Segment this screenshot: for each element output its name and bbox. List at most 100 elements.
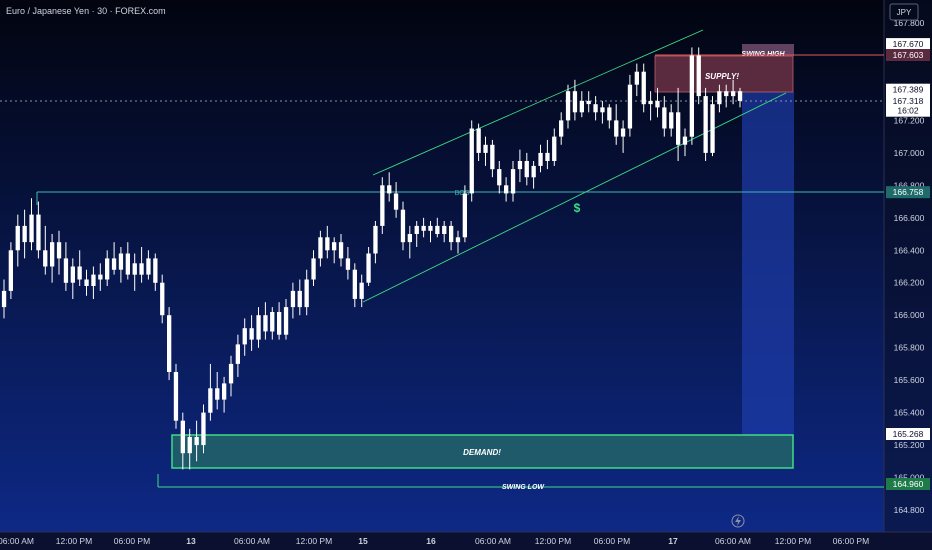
candle	[91, 266, 96, 299]
candle	[620, 120, 626, 153]
price-label-plain: 167.670	[886, 38, 930, 51]
candle-body	[77, 266, 82, 280]
candle-body	[552, 136, 557, 161]
candle	[283, 299, 289, 340]
candle-body	[593, 104, 598, 113]
price-label-bg	[886, 49, 930, 61]
price-tick-label: 167.200	[894, 115, 925, 125]
channel-lower-line	[362, 92, 787, 303]
candle-body	[105, 258, 110, 280]
candle	[449, 221, 454, 251]
candle-body	[36, 214, 41, 251]
candle	[455, 230, 461, 254]
price-label-text: 167.603	[893, 50, 924, 60]
candle	[277, 302, 282, 340]
candle-body	[586, 100, 591, 105]
price-label-text: 167.389	[893, 85, 924, 95]
candle-body	[222, 383, 227, 400]
candle-body	[345, 258, 351, 270]
candle	[490, 139, 495, 178]
candle-body	[132, 263, 137, 275]
candle	[373, 221, 378, 264]
candle-body	[270, 312, 275, 332]
candle-body	[167, 315, 172, 372]
candle-body	[139, 263, 144, 275]
candle	[710, 96, 715, 157]
candle	[70, 258, 75, 299]
demand-zone[interactable]	[171, 434, 794, 469]
candle-body	[146, 258, 151, 275]
candle	[318, 230, 323, 267]
price-label-bos: 166.758	[886, 186, 930, 199]
candle	[105, 250, 110, 286]
candle-body	[545, 152, 550, 161]
candle-body	[359, 282, 364, 299]
candle-body	[387, 185, 392, 194]
demand-label: DEMAND!	[463, 448, 501, 457]
candle-body	[352, 269, 357, 299]
candle	[249, 315, 254, 351]
time-tick-label: 15	[358, 536, 368, 546]
candle	[676, 87, 681, 161]
candle	[332, 237, 337, 264]
lightning-icon[interactable]	[731, 514, 745, 528]
price-label-swing-low: 164.960	[886, 478, 930, 490]
price-label-plain: 165.268	[886, 428, 930, 440]
candle	[222, 376, 227, 413]
price-tick-label: 166.600	[894, 213, 925, 223]
candle-body	[63, 258, 69, 283]
candle	[29, 198, 34, 251]
candle-body	[428, 225, 433, 231]
price-label-bg	[886, 38, 930, 51]
supply-zone[interactable]	[654, 55, 794, 93]
candle-body	[22, 225, 27, 243]
time-tick-label: 13	[186, 536, 196, 546]
candle-body	[325, 237, 330, 251]
candle-body	[531, 165, 536, 178]
candle	[194, 420, 199, 462]
candle-body	[559, 120, 564, 137]
candle-body	[304, 279, 309, 308]
candle	[669, 104, 674, 137]
time-axis[interactable]	[0, 532, 932, 550]
candle-body	[703, 96, 708, 153]
price-label-bg	[886, 428, 930, 440]
price-tick-label: 165.600	[894, 375, 925, 385]
candle	[201, 404, 206, 454]
candle	[187, 428, 192, 470]
bos-label: BOS	[455, 190, 470, 197]
candle-body	[634, 71, 639, 85]
time-tick-label: 16	[426, 536, 436, 546]
candle-body	[627, 84, 633, 129]
time-tick-label: 12:00 PM	[56, 536, 92, 546]
candle-body	[538, 152, 543, 166]
candle	[614, 104, 619, 145]
candle-body	[8, 250, 13, 291]
candle	[717, 84, 722, 113]
candle-body	[607, 107, 612, 121]
currency-button[interactable]	[889, 3, 919, 21]
candle	[387, 172, 392, 202]
candle	[531, 161, 536, 189]
candle-body	[641, 71, 646, 105]
candle-body	[662, 107, 667, 129]
candle	[160, 274, 165, 324]
candle	[338, 234, 344, 267]
candle-body	[125, 253, 130, 275]
time-tick-label: 06:00 AM	[475, 536, 511, 546]
price-label-plain: 167.389	[886, 83, 930, 96]
price-label-text: 167.318	[893, 96, 924, 106]
candle-body	[318, 237, 323, 259]
candle	[552, 128, 557, 166]
candle-body	[29, 214, 34, 243]
candle	[208, 363, 213, 421]
candle	[111, 242, 117, 275]
candle	[173, 363, 179, 429]
price-label-plain: 16:02	[886, 104, 930, 117]
candle	[662, 96, 667, 137]
time-tick-label: 06:00 AM	[234, 536, 270, 546]
candle-body	[393, 193, 399, 210]
candle	[325, 225, 330, 259]
candle	[497, 161, 502, 194]
